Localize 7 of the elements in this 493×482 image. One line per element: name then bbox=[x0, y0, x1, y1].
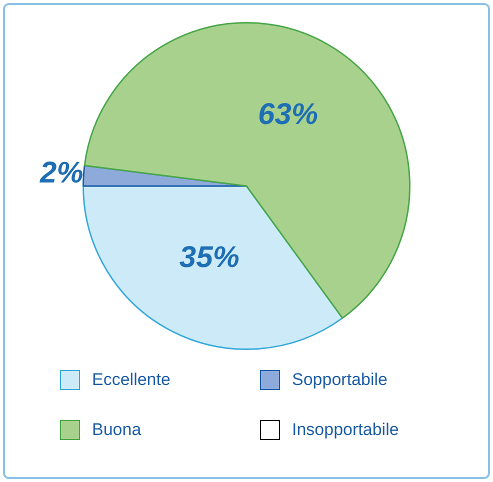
data-label: 63% bbox=[258, 98, 318, 132]
data-label: 35% bbox=[179, 240, 240, 274]
legend-label: Sopportabile bbox=[292, 370, 388, 390]
legend-label: Insopportabile bbox=[292, 420, 399, 440]
data-label: 2% bbox=[38, 156, 84, 190]
legend-label: Buona bbox=[92, 420, 142, 440]
legend-label: Eccellente bbox=[92, 370, 170, 390]
